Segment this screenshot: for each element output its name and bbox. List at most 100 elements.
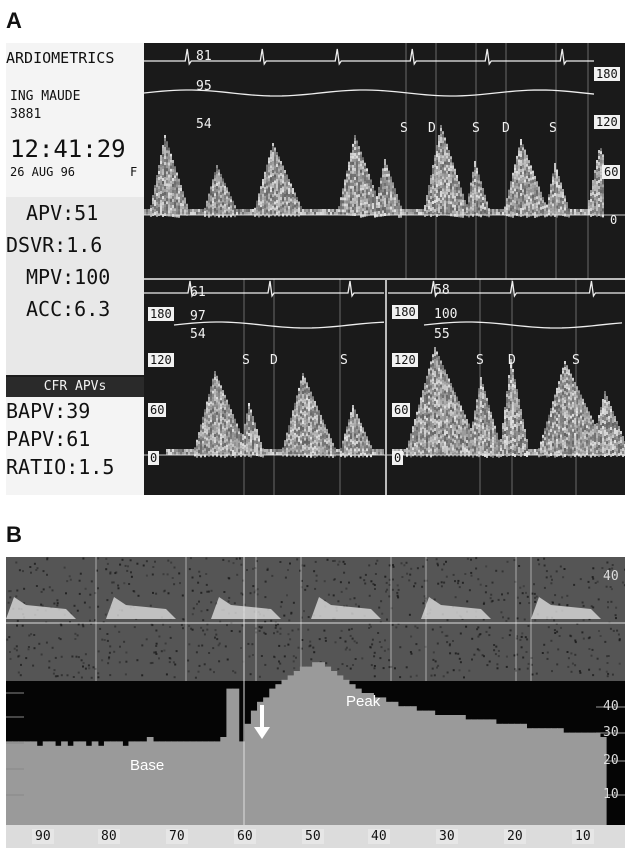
trend-bar	[189, 741, 197, 825]
trend-monitor-panel: Base Peak 90 80 70 60 50 40 30 20 10 40 …	[6, 557, 625, 848]
trend-bar	[446, 715, 454, 825]
top-velocity-spectrum	[144, 125, 604, 218]
cfr-header: CFR APVs	[6, 377, 144, 397]
trend-bar	[434, 715, 442, 825]
peak-dia-label: 55	[434, 327, 450, 342]
patient-name: ING MAUDE	[10, 89, 81, 104]
top-dia-label: 54	[196, 117, 212, 132]
patient-id: 3881	[10, 107, 42, 122]
trend-bar	[79, 741, 87, 825]
trend-bar	[391, 701, 399, 825]
doppler-spectra-svg	[143, 43, 625, 495]
trend-bar	[73, 741, 81, 825]
trend-bar	[244, 723, 252, 825]
trend-bar	[428, 710, 436, 825]
trend-bar	[238, 741, 246, 825]
top-marker-s2: S	[472, 121, 480, 136]
trend-bar	[152, 741, 160, 825]
trend-bar	[342, 679, 350, 825]
trend-bar	[257, 701, 264, 825]
peak-pressure-line	[423, 321, 623, 329]
dsvr-readout: DSVR:1.6	[6, 233, 103, 257]
trend-bar	[575, 732, 583, 825]
baseline-pressure-line	[173, 321, 385, 329]
strip-wave-3	[311, 597, 381, 619]
trend-bar	[550, 728, 558, 825]
trend-bar	[30, 741, 38, 825]
trend-bar	[379, 697, 387, 825]
trend-bar	[220, 737, 228, 825]
trend-bar	[569, 732, 576, 825]
strip-wave-0	[6, 597, 76, 619]
trend-bar	[177, 741, 185, 825]
trend-bar	[489, 719, 497, 825]
trend-bar	[110, 741, 117, 825]
trend-bar	[538, 728, 546, 825]
trend-bar	[312, 662, 319, 825]
trend-bar	[146, 737, 154, 825]
x-tick-70: 70	[166, 829, 188, 844]
top-scale-180: 180	[594, 67, 620, 81]
trend-bar	[269, 688, 276, 825]
trend-bar	[128, 741, 136, 825]
trend-bar	[134, 741, 142, 825]
date-readout: 26 AUG 96	[10, 165, 76, 179]
base-marker-s2: S	[340, 353, 348, 368]
trend-bar	[250, 710, 258, 825]
trend-bar	[477, 719, 485, 825]
trend-bar	[159, 741, 166, 825]
brand-label: ARDIOMETRICS	[6, 49, 115, 67]
top-marker-d1: D	[428, 121, 436, 136]
trend-bar	[116, 741, 123, 825]
velocity-trace-area: 81 95 54 180 120 60 0 S D S D S 61 97 54…	[143, 43, 625, 495]
trend-bar	[348, 684, 356, 825]
trend-bar	[532, 728, 540, 825]
trend-bar	[287, 675, 295, 825]
peak-annotation: Peak	[346, 693, 381, 710]
trend-bar	[275, 684, 283, 825]
peak-marker-s2: S	[572, 353, 580, 368]
y-tick-40-top: 40	[603, 569, 619, 584]
trend-bars	[6, 662, 607, 825]
x-tick-60: 60	[234, 829, 256, 844]
trend-bar	[367, 693, 374, 825]
top-scale-0: 0	[610, 213, 618, 227]
trend-bar	[54, 745, 62, 825]
peak-hr-label: 58	[434, 283, 450, 298]
top-sys-label: 95	[196, 79, 212, 94]
cfr-header-label: CFR APVs	[43, 379, 107, 394]
peak-sys-label: 100	[434, 307, 458, 322]
flag-readout: F	[130, 165, 138, 179]
trend-bar	[410, 706, 417, 825]
trend-bar	[440, 715, 448, 825]
trend-svg	[6, 557, 625, 848]
peak-velocity-spectrum	[392, 347, 625, 458]
trend-bar	[263, 697, 270, 825]
top-marker-s3: S	[549, 121, 557, 136]
trend-bar	[373, 697, 381, 825]
trend-bar	[85, 745, 93, 825]
trend-bar	[214, 741, 221, 825]
x-tick-30: 30	[436, 829, 458, 844]
trend-bar	[48, 741, 56, 825]
ratio-readout: RATIO:1.5	[6, 455, 115, 479]
peak-scale-0: 0	[392, 451, 404, 465]
acc-readout: ACC:6.3	[26, 297, 111, 321]
trend-bar	[18, 741, 25, 825]
base-marker-d: D	[270, 353, 278, 368]
papv-readout: PAPV:61	[6, 427, 91, 451]
trend-bar	[12, 741, 19, 825]
baseline-velocity-spectrum	[166, 371, 384, 458]
trend-bar	[140, 741, 148, 825]
y-tick-30: 30	[603, 725, 619, 740]
trend-bar	[226, 688, 234, 825]
top-pressure-line	[143, 89, 595, 97]
trend-bar	[593, 732, 601, 825]
base-scale-60: 60	[148, 403, 167, 417]
doppler-monitor-panel: ARDIOMETRICS ING MAUDE 3881 12:41:29 26 …	[6, 43, 625, 495]
base-scale-120: 120	[148, 353, 174, 367]
trend-bar	[330, 671, 338, 825]
trend-bar	[544, 728, 552, 825]
strip-wave-1	[106, 597, 176, 619]
trend-bar	[557, 728, 564, 825]
